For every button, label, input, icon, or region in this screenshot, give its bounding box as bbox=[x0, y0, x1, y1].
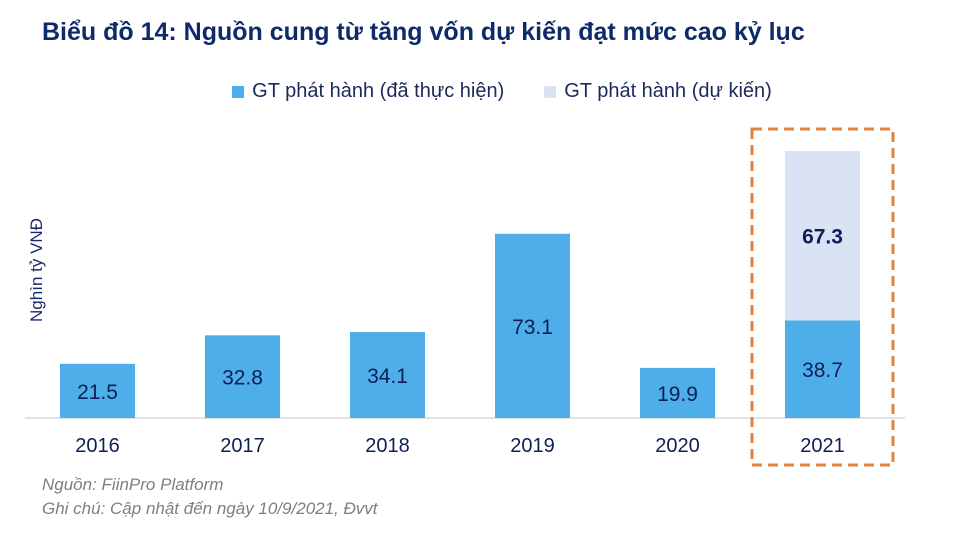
remark-note: Ghi chú: Cập nhật đến ngày 10/9/2021, Đv… bbox=[42, 499, 378, 518]
data-label-2020-series-0: 19.9 bbox=[657, 383, 698, 406]
legend-swatch-expected bbox=[544, 85, 557, 98]
data-label-2021-series-1: 67.3 bbox=[802, 226, 843, 249]
data-label-2021-series-0: 38.7 bbox=[802, 359, 843, 382]
bar-2018-series-0 bbox=[350, 332, 425, 418]
y-axis-label: Nghìn tỷ VNĐ bbox=[27, 218, 46, 322]
bar-2016-series-0 bbox=[60, 363, 135, 418]
legend-swatch-realized bbox=[232, 85, 245, 98]
x-tick-label-2017: 2017 bbox=[220, 435, 265, 457]
data-label-2017-series-0: 32.8 bbox=[222, 367, 263, 390]
bar-2021-series-1 bbox=[785, 150, 860, 321]
x-tick-label-2016: 2016 bbox=[75, 435, 120, 457]
x-tick-label-2020: 2020 bbox=[655, 435, 700, 457]
x-tick-label-2018: 2018 bbox=[365, 435, 410, 457]
bar-2019-series-0 bbox=[495, 233, 570, 418]
legend-label-expected: GT phát hành (dự kiến) bbox=[564, 80, 772, 102]
legend-item-realized: GT phát hành (đã thực hiện) bbox=[232, 80, 504, 103]
bar-2020-series-0 bbox=[640, 367, 715, 418]
x-tick-label-2019: 2019 bbox=[510, 435, 555, 457]
data-label-2019-series-0: 73.1 bbox=[512, 316, 553, 339]
legend-label-realized: GT phát hành (đã thực hiện) bbox=[252, 80, 505, 102]
source-note: Nguồn: FiinPro Platform bbox=[42, 475, 224, 494]
legend-item-expected: GT phát hành (dự kiến) bbox=[544, 80, 772, 103]
data-label-2016-series-0: 21.5 bbox=[77, 381, 118, 404]
data-label-2018-series-0: 34.1 bbox=[367, 365, 408, 388]
bar-2021-series-0 bbox=[785, 320, 860, 418]
chart-title: Biểu đồ 14: Nguồn cung từ tăng vốn dự ki… bbox=[42, 18, 805, 46]
legend: GT phát hành (đã thực hiện) GT phát hành… bbox=[0, 80, 968, 103]
bar-2017-series-0 bbox=[205, 335, 280, 418]
highlight-box-2021 bbox=[750, 127, 895, 467]
x-tick-label-2021: 2021 bbox=[800, 435, 845, 457]
